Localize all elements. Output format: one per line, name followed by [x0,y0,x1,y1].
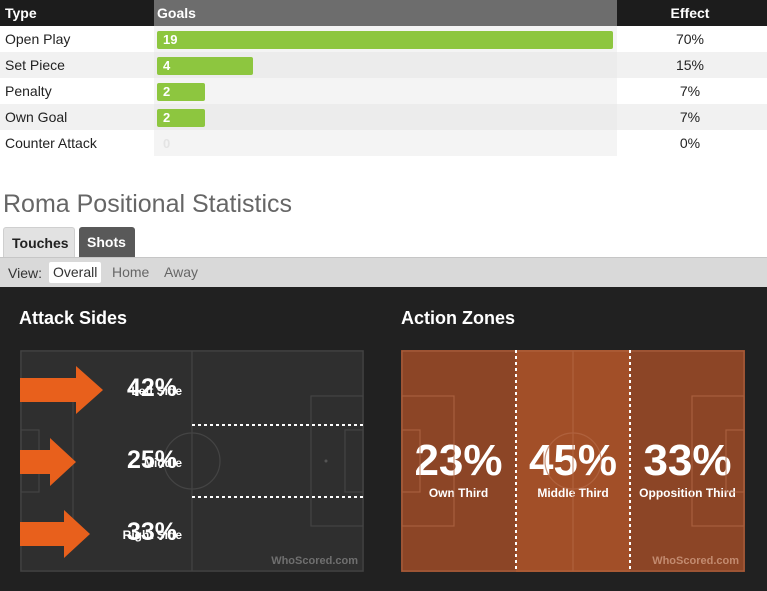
header-type[interactable]: Type [5,5,37,21]
zone-percentage: 23% [414,436,503,485]
goals-bar: 2 [157,83,205,101]
goals-bar-cell: 2 [154,104,617,130]
goals-bar-cell: 19 [154,26,617,52]
row-type: Set Piece [5,57,65,73]
goals-count: 0 [163,136,171,151]
goals-count: 19 [163,32,178,47]
goals-bar: 4 [157,57,253,75]
table-row: Open Play 19 70% [0,26,767,52]
goals-table: Type Goals Effect Open Play 19 70% Set P… [0,0,767,160]
tab-touches[interactable]: Touches [3,227,75,257]
row-effect: 0% [679,135,701,151]
action-zones-title: Action Zones [401,308,516,328]
arrow-right-icon [20,366,103,414]
table-row: Own Goal 2 7% [0,104,767,130]
attack-sides-title: Attack Sides [19,308,128,328]
side-label: Right Side [122,528,182,542]
view-option-away[interactable]: Away [164,264,198,280]
arrow-right-icon [20,438,76,486]
side-label: Middle [144,456,182,470]
view-option-overall[interactable]: Overall [49,262,102,283]
row-effect: 15% [675,57,705,73]
goals-bar: 0 [157,135,177,153]
view-option-home[interactable]: Home [112,264,150,280]
attack-sides-pitch: Left Side 42% Middle 25% Right Side 33% … [20,350,364,572]
goals-count: 2 [163,84,171,99]
goals-bar-cell: 0 [154,130,617,156]
whoscored-watermark: WhoScored.com [271,555,358,567]
view-filter-bar: View: Overall Home Away [0,257,767,287]
goals-count: 2 [163,110,171,125]
table-row: Penalty 2 7% [0,78,767,104]
goals-bar: 19 [157,31,613,49]
goals-count: 4 [163,58,171,73]
attack-side-right: Right Side 33% [20,510,364,558]
header-goals[interactable]: Goals [154,0,617,26]
zone-percentage: 33% [643,436,732,485]
row-type: Counter Attack [5,135,97,151]
zone-own-third: 23% Own Third [401,350,516,572]
zone-pitch-lines [401,350,745,572]
zone-label: Opposition Third [639,486,736,500]
tab-shots[interactable]: Shots [79,227,135,257]
table-row: Counter Attack 0 0% [0,130,767,156]
goals-bar: 2 [157,109,205,127]
goals-bar-cell: 2 [154,78,617,104]
arrow-right-icon [20,510,90,558]
goals-table-header: Type Goals Effect [0,0,767,26]
attack-side-left: Left Side 42% [20,366,364,414]
action-zones-pitch: 23% Own Third 45% Middle Third 33% Oppos… [401,350,745,572]
whoscored-watermark: WhoScored.com [652,555,739,567]
section-title: Roma Positional Statistics [3,190,293,218]
zone-opposition-third: 33% Opposition Third [630,350,745,572]
row-effect: 70% [675,31,705,47]
row-effect: 7% [679,83,701,99]
table-row: Set Piece 4 15% [0,52,767,78]
side-percentage: 25% [127,446,178,474]
row-effect: 7% [679,109,701,125]
side-label: Left Side [131,384,182,398]
zone-label: Own Third [428,486,489,500]
row-type: Own Goal [5,109,68,125]
row-type: Penalty [5,83,52,99]
header-effect[interactable]: Effect [670,5,710,21]
side-percentage: 33% [127,518,178,546]
positional-stats-panel: Attack Sides Action Zones Left Side 42% [0,287,767,591]
goals-bar-cell: 4 [154,52,617,78]
side-percentage: 42% [127,374,178,402]
attack-side-middle: Middle 25% [20,438,364,486]
view-label: View: [8,265,42,281]
row-type: Open Play [5,31,71,47]
